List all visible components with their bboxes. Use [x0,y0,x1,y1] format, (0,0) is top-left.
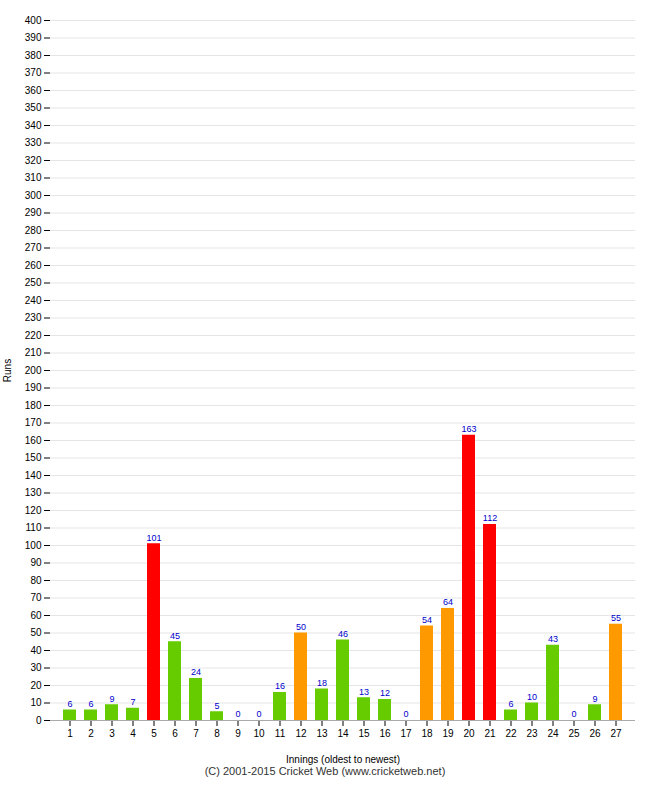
svg-text:40: 40 [30,645,42,656]
svg-text:18: 18 [317,678,327,688]
svg-text:0: 0 [256,709,261,719]
svg-text:130: 130 [25,487,42,498]
svg-text:170: 170 [25,417,42,428]
html-text:(C) 2001-2015 Cricket Web (www: (C) 2001-2015 Cricket Web (www.cricketwe… [204,765,446,777]
svg-text:370: 370 [25,67,42,78]
svg-text:250: 250 [25,277,42,288]
svg-text:100: 100 [25,540,42,551]
svg-text:9: 9 [592,694,597,704]
svg-text:45: 45 [170,631,180,641]
svg-text:70: 70 [30,592,42,603]
svg-text:15: 15 [358,728,370,739]
svg-text:60: 60 [30,610,42,621]
svg-text:30: 30 [30,662,42,673]
svg-text:12: 12 [380,688,390,698]
svg-text:23: 23 [526,728,538,739]
svg-text:150: 150 [25,452,42,463]
svg-text:10: 10 [527,692,537,702]
svg-text:110: 110 [26,522,42,533]
svg-text:16: 16 [275,681,285,691]
svg-text:Innings (oldest to newest): Innings (oldest to newest) [286,754,400,765]
svg-text:180: 180 [25,400,42,411]
svg-text:390: 390 [25,32,42,43]
svg-text:0: 0 [403,709,408,719]
svg-text:260: 260 [25,260,42,271]
svg-text:6: 6 [88,699,93,709]
svg-text:400: 400 [25,15,42,26]
svg-text:14: 14 [337,728,349,739]
svg-text:Runs: Runs [2,359,13,382]
svg-text:17: 17 [400,728,412,739]
svg-text:7: 7 [130,697,135,707]
svg-text:90: 90 [30,557,42,568]
svg-text:25: 25 [568,728,580,739]
svg-text:8: 8 [214,728,220,739]
svg-text:50: 50 [296,622,306,632]
svg-text:24: 24 [191,667,201,677]
svg-text:20: 20 [463,728,475,739]
svg-text:18: 18 [421,728,433,739]
svg-text:13: 13 [316,728,328,739]
svg-text:270: 270 [25,242,42,253]
svg-text:22: 22 [505,728,517,739]
svg-text:200: 200 [25,365,42,376]
svg-text:43: 43 [548,634,558,644]
svg-text:6: 6 [67,699,72,709]
svg-text:6: 6 [172,728,178,739]
svg-text:0: 0 [235,709,240,719]
svg-text:11: 11 [275,728,286,739]
svg-text:310: 310 [25,172,42,183]
svg-text:160: 160 [25,435,42,446]
svg-text:290: 290 [25,207,42,218]
svg-text:10: 10 [30,697,42,708]
svg-text:7: 7 [193,728,199,739]
svg-text:5: 5 [214,701,219,711]
svg-text:380: 380 [25,50,42,61]
svg-text:230: 230 [25,312,42,323]
svg-text:140: 140 [25,470,42,481]
svg-text:26: 26 [589,728,601,739]
svg-text:2: 2 [88,728,94,739]
svg-text:300: 300 [25,190,42,201]
svg-text:27: 27 [610,728,622,739]
svg-text:210: 210 [25,347,42,358]
svg-text:19: 19 [442,728,454,739]
svg-text:21: 21 [484,728,496,739]
svg-text:3: 3 [109,728,115,739]
svg-text:9: 9 [109,694,114,704]
svg-text:330: 330 [25,137,42,148]
svg-text:0: 0 [571,709,576,719]
svg-text:120: 120 [25,505,42,516]
svg-text:350: 350 [25,102,42,113]
svg-text:10: 10 [253,728,265,739]
svg-text:220: 220 [25,330,42,341]
svg-text:5: 5 [151,728,157,739]
svg-text:360: 360 [25,85,42,96]
svg-text:6: 6 [508,699,513,709]
svg-text:0: 0 [36,715,42,726]
svg-text:24: 24 [547,728,559,739]
svg-text:163: 163 [461,424,476,434]
svg-text:112: 112 [483,513,497,523]
svg-text:4: 4 [130,728,136,739]
svg-text:280: 280 [25,225,42,236]
svg-text:46: 46 [338,629,348,639]
svg-text:12: 12 [295,728,307,739]
svg-text:340: 340 [25,120,42,131]
svg-text:55: 55 [611,613,621,623]
svg-text:54: 54 [422,615,432,625]
svg-text:50: 50 [30,627,42,638]
svg-text:190: 190 [25,382,42,393]
svg-text:16: 16 [379,728,391,739]
svg-text:20: 20 [30,680,42,691]
svg-text:1: 1 [67,728,73,739]
svg-text:320: 320 [25,155,42,166]
svg-text:80: 80 [30,575,42,586]
svg-text:9: 9 [235,728,241,739]
svg-text:101: 101 [146,533,161,543]
svg-text:240: 240 [25,295,42,306]
svg-text:13: 13 [359,687,369,697]
svg-text:64: 64 [443,597,453,607]
